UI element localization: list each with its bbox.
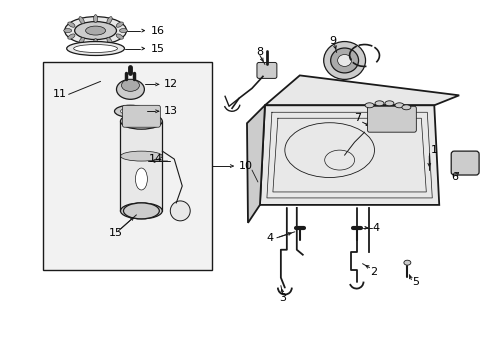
Text: 2: 2 (370, 267, 377, 276)
Ellipse shape (85, 26, 105, 35)
Ellipse shape (107, 17, 112, 24)
Text: 15: 15 (108, 228, 122, 238)
Ellipse shape (123, 203, 159, 219)
Ellipse shape (120, 108, 140, 115)
Ellipse shape (114, 105, 146, 117)
Ellipse shape (120, 203, 162, 219)
Text: 16: 16 (150, 26, 164, 36)
Ellipse shape (68, 34, 75, 39)
Polygon shape (246, 105, 264, 223)
Ellipse shape (120, 151, 162, 161)
Ellipse shape (75, 22, 116, 40)
Ellipse shape (66, 41, 124, 55)
Text: 7: 7 (354, 113, 361, 123)
Text: 8: 8 (255, 48, 263, 58)
Bar (120, 121, 162, 211)
Ellipse shape (323, 41, 365, 80)
Polygon shape (264, 75, 458, 105)
Text: 1: 1 (430, 145, 437, 155)
Bar (42, 62, 212, 270)
FancyBboxPatch shape (122, 105, 160, 127)
Text: 13: 13 (164, 106, 178, 116)
Ellipse shape (107, 37, 112, 45)
Text: 11: 11 (53, 89, 66, 99)
Ellipse shape (120, 113, 162, 129)
Ellipse shape (74, 45, 117, 53)
Text: 12: 12 (164, 79, 178, 89)
Ellipse shape (374, 101, 383, 106)
Ellipse shape (64, 17, 126, 45)
Circle shape (170, 201, 190, 221)
Text: 5: 5 (411, 276, 419, 287)
Ellipse shape (116, 22, 123, 27)
Text: 6: 6 (450, 172, 457, 182)
Ellipse shape (401, 105, 410, 110)
FancyBboxPatch shape (256, 62, 276, 78)
Text: 4: 4 (372, 223, 379, 233)
Ellipse shape (135, 168, 147, 190)
Ellipse shape (93, 15, 98, 23)
Ellipse shape (119, 28, 127, 32)
Ellipse shape (364, 103, 373, 108)
Text: 4: 4 (266, 233, 273, 243)
Polygon shape (260, 105, 438, 205)
Ellipse shape (93, 39, 98, 46)
Ellipse shape (121, 80, 139, 91)
Text: 14: 14 (148, 154, 162, 164)
Text: 3: 3 (278, 293, 285, 302)
Text: 15: 15 (150, 44, 164, 54)
Ellipse shape (330, 48, 358, 73)
Ellipse shape (79, 37, 84, 45)
FancyBboxPatch shape (367, 106, 415, 132)
Text: 9: 9 (329, 36, 336, 46)
Ellipse shape (394, 103, 403, 108)
FancyBboxPatch shape (450, 151, 478, 175)
Text: 10: 10 (239, 161, 252, 171)
Ellipse shape (116, 80, 144, 99)
Ellipse shape (68, 22, 75, 27)
Ellipse shape (116, 34, 123, 39)
Ellipse shape (63, 28, 72, 32)
Ellipse shape (337, 54, 351, 67)
Ellipse shape (79, 17, 84, 24)
Ellipse shape (384, 101, 393, 106)
Ellipse shape (403, 260, 410, 265)
